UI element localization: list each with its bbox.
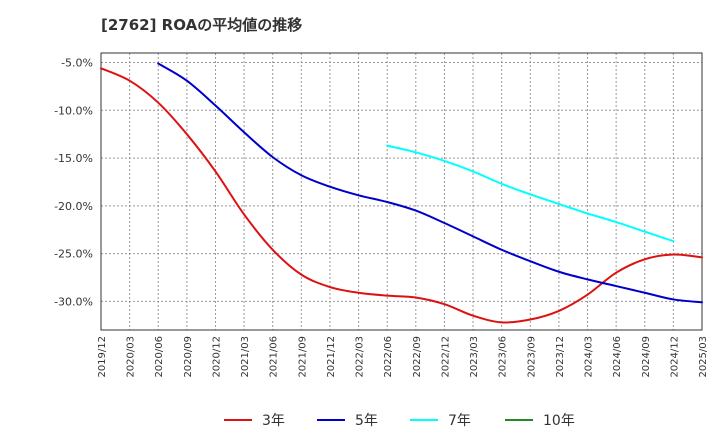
x-tick-label: 2023/09 <box>526 336 537 378</box>
x-tick-label: 2024/03 <box>584 336 595 378</box>
x-tick-label: 2021/06 <box>269 336 280 378</box>
x-tick-label: 2022/06 <box>383 336 394 378</box>
x-tick-label: 2024/09 <box>641 336 652 378</box>
legend-label-3y: 3年 <box>262 413 285 429</box>
legend-item-3y: 3年 <box>224 410 285 430</box>
x-tick-label: 2021/09 <box>297 336 308 378</box>
plot-frame <box>100 52 703 331</box>
x-tick-label: 2020/06 <box>154 336 165 378</box>
legend-item-5y: 5年 <box>317 410 378 430</box>
series-7y-line <box>386 144 675 243</box>
legend-swatch-3y <box>224 419 252 421</box>
legend-swatch-10y <box>505 419 533 421</box>
series-5y-line <box>157 62 703 304</box>
y-tick-label: -20.0% <box>54 200 93 213</box>
legend-item-7y: 7年 <box>410 410 471 430</box>
x-tick-label: 2022/12 <box>440 336 451 378</box>
legend-label-5y: 5年 <box>355 413 378 429</box>
y-tick-label: -10.0% <box>54 104 93 117</box>
x-tick-label: 2023/03 <box>469 336 480 378</box>
legend-item-10y: 10年 <box>505 410 575 430</box>
x-tick-label: 2020/03 <box>126 336 137 378</box>
legend-label-7y: 7年 <box>448 413 471 429</box>
x-tick-label: 2022/09 <box>412 336 423 378</box>
x-tick-label: 2025/03 <box>698 336 709 378</box>
x-tick-label: 2021/03 <box>240 336 251 378</box>
y-tick-label: -30.0% <box>54 295 93 308</box>
legend-swatch-5y <box>317 419 345 421</box>
y-tick-label: -25.0% <box>54 248 93 261</box>
legend-swatch-7y <box>410 419 438 421</box>
y-tick-label: -15.0% <box>54 152 93 165</box>
x-tick-label: 2024/06 <box>612 336 623 378</box>
x-tick-label: 2020/09 <box>183 336 194 378</box>
x-tick-label: 2023/06 <box>498 336 509 378</box>
legend-label-10y: 10年 <box>543 413 575 429</box>
x-tick-label: 2021/12 <box>326 336 337 378</box>
x-tick-label: 2024/12 <box>669 336 680 378</box>
y-tick-label: -5.0% <box>61 57 93 70</box>
x-tick-label: 2019/12 <box>97 336 108 378</box>
x-tick-label: 2023/12 <box>555 336 566 378</box>
x-tick-label: 2020/12 <box>211 336 222 378</box>
x-tick-label: 2022/03 <box>355 336 366 378</box>
chart-title: [2762] ROAの平均値の推移 <box>101 16 303 34</box>
